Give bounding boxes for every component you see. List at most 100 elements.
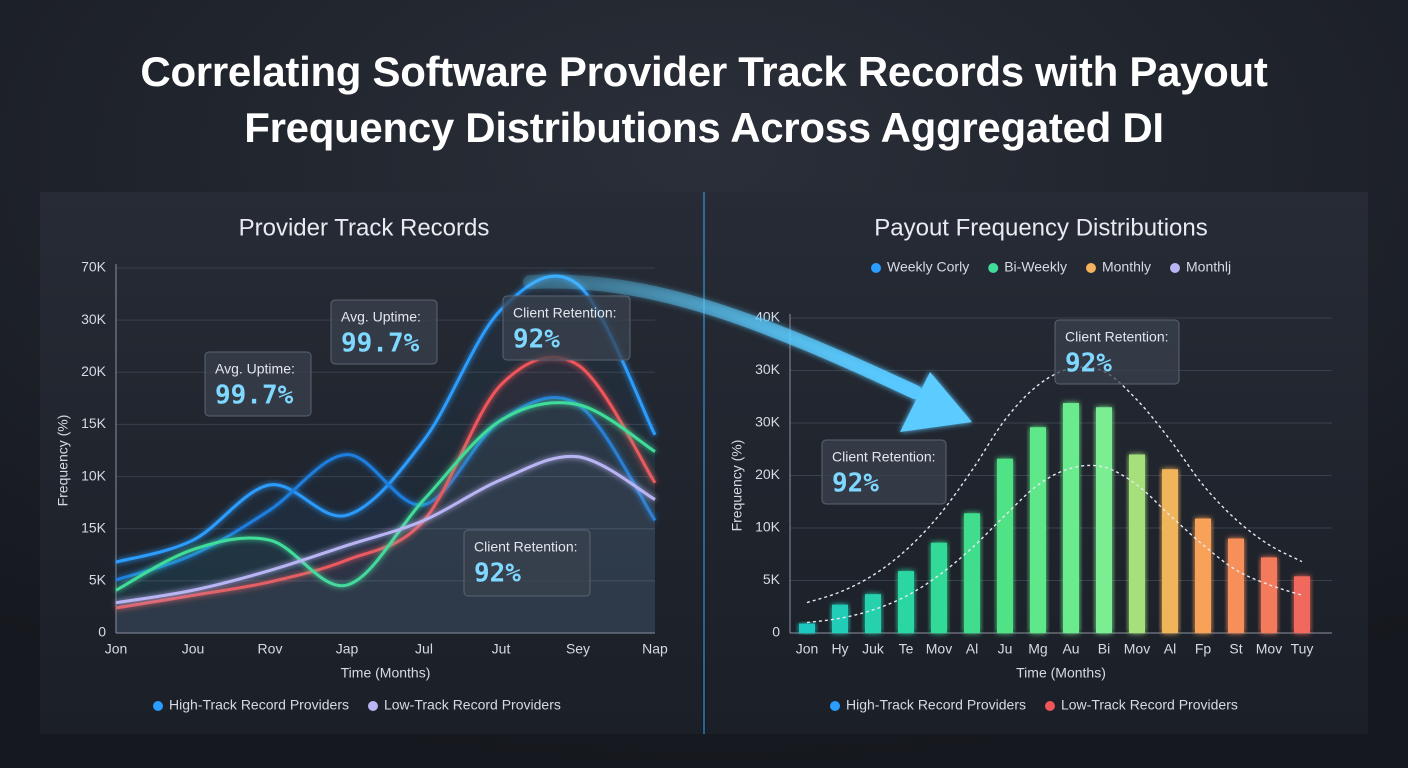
callout-value: 99.7% <box>215 381 294 411</box>
legend-swatch <box>988 263 999 273</box>
bar <box>1030 427 1046 633</box>
callout-value: 92% <box>513 325 560 355</box>
legend-label: Bi-Weekly <box>1004 259 1067 275</box>
y-axis-title: Frequency (%) <box>729 440 745 532</box>
x-tick-label: Mov <box>926 641 952 657</box>
bar <box>898 571 914 633</box>
callout-value: 92% <box>1065 349 1112 379</box>
x-tick-label: Jon <box>796 641 819 657</box>
y-tick-label: 0 <box>772 624 780 640</box>
x-tick-label: Jon <box>105 641 128 657</box>
x-tick-label: Jut <box>492 641 511 657</box>
y-tick-label: 5K <box>763 571 781 587</box>
legend-swatch <box>871 263 881 273</box>
bar <box>964 513 980 633</box>
legend-label: High-Track Record Providers <box>846 697 1026 713</box>
bar <box>931 542 947 633</box>
arrow <box>523 274 972 432</box>
callout-value: 92% <box>474 559 521 589</box>
bar <box>1129 454 1145 633</box>
y-tick-label: 30K <box>81 311 107 327</box>
x-tick-label: Hy <box>831 641 848 657</box>
x-axis-title: Time (Months) <box>341 665 431 681</box>
legend-label: Weekly Corly <box>887 259 969 275</box>
y-tick-label: 10K <box>81 467 107 483</box>
callout-label: Avg. Uptime: <box>341 309 421 325</box>
callout-box <box>502 295 631 361</box>
x-tick-label: Bi <box>1098 641 1110 657</box>
x-axis-title: Time (Months) <box>1016 665 1106 681</box>
page-title: Correlating Software Provider Track Reco… <box>140 48 1268 151</box>
callout-box <box>463 529 591 597</box>
bar <box>1294 576 1310 633</box>
callout-value: 99.7% <box>341 329 420 359</box>
callout-label: Avg. Uptime: <box>215 361 295 377</box>
x-tick-label: Mg <box>1028 641 1047 657</box>
legend-swatch <box>367 701 378 711</box>
legend-swatch <box>1085 263 1096 273</box>
y-tick-label: 20K <box>81 363 107 379</box>
y-tick-label: 10K <box>755 519 781 535</box>
x-tick-label: Jou <box>182 641 205 657</box>
legend-label: Monthlj <box>1186 259 1231 275</box>
legend-swatch <box>1044 701 1055 711</box>
y-tick-label: 70K <box>81 259 107 275</box>
y-tick-label: 0 <box>98 624 106 640</box>
x-tick-label: Nap <box>642 641 668 657</box>
y-tick-label: 20K <box>755 466 781 482</box>
callout-label: Client Retention: <box>1065 329 1169 345</box>
y-tick-label: 30K <box>755 361 781 377</box>
panel-title: Provider Track Records <box>239 214 490 241</box>
x-tick-label: Fp <box>1195 641 1212 657</box>
bar <box>865 594 881 633</box>
y-tick-label: 15K <box>81 519 107 535</box>
y-tick-label: 30K <box>755 414 781 430</box>
callout-value: 92% <box>832 469 879 499</box>
legend-label: High-Track Record Providers <box>169 697 349 713</box>
y-tick-label: 5K <box>89 572 107 588</box>
x-tick-label: St <box>1229 641 1242 657</box>
arrow-head <box>900 372 972 432</box>
x-tick-label: Ju <box>998 641 1013 657</box>
y-axis-title: Frequency (%) <box>55 415 71 507</box>
x-tick-label: Al <box>966 641 978 657</box>
callout-label: Client Retention: <box>513 305 617 321</box>
x-tick-label: Mov <box>1256 641 1282 657</box>
x-tick-label: Al <box>1164 641 1176 657</box>
callout-label: Client Retention: <box>832 449 936 465</box>
legend-swatch <box>1170 263 1180 273</box>
bar <box>832 604 848 633</box>
x-tick-label: Juk <box>862 641 885 657</box>
dashed-curve <box>806 366 1303 604</box>
x-tick-label: Sey <box>566 641 590 657</box>
bar <box>1228 538 1244 633</box>
legend-label: Low-Track Record Providers <box>1061 697 1238 713</box>
series-line <box>115 454 656 605</box>
bar <box>997 458 1013 633</box>
x-tick-label: Mov <box>1124 641 1150 657</box>
bar <box>1195 518 1211 633</box>
bar <box>1162 469 1178 633</box>
x-tick-label: Te <box>899 641 914 657</box>
bar <box>799 623 815 633</box>
bar <box>1096 407 1112 633</box>
x-tick-label: Au <box>1062 641 1079 657</box>
callout-box <box>330 299 438 365</box>
callout-box <box>821 439 947 505</box>
panel-title: Payout Frequency Distributions <box>874 214 1208 241</box>
arrow-shaft <box>523 274 922 399</box>
callout-box <box>1054 319 1180 385</box>
legend-label: Low-Track Record Providers <box>384 697 561 713</box>
y-tick-label: 15K <box>81 415 107 431</box>
callout-label: Client Retention: <box>474 539 578 555</box>
series-line <box>115 401 656 592</box>
series-line <box>115 355 657 610</box>
callout-box <box>204 351 312 417</box>
x-tick-label: Jul <box>415 641 433 657</box>
bar <box>1261 557 1277 633</box>
legend-label: Monthly <box>1102 259 1151 275</box>
legend-swatch <box>830 701 840 711</box>
bar <box>1063 403 1079 633</box>
